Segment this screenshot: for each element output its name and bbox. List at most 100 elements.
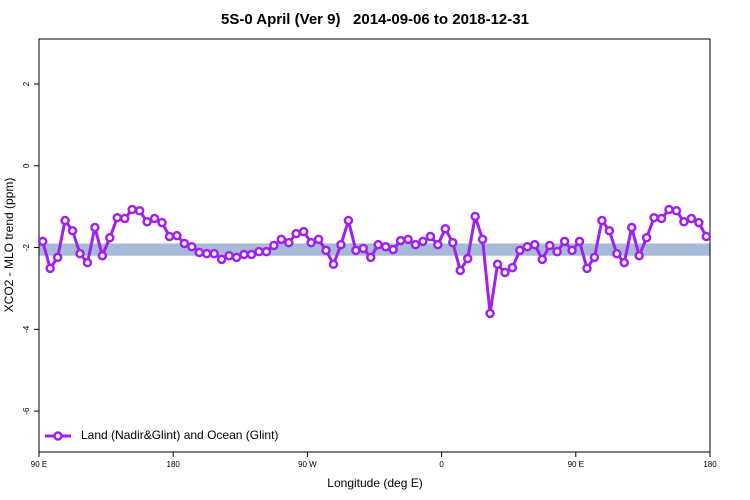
x-tick-label: 180 — [167, 460, 181, 469]
y-tick-label: -4 — [22, 325, 31, 333]
data-point — [194, 247, 205, 258]
data-point — [462, 253, 473, 264]
data-point — [134, 205, 145, 216]
data-point — [149, 213, 160, 224]
data-point — [477, 234, 488, 245]
data-point — [373, 239, 383, 250]
data-point — [679, 217, 689, 227]
data-point — [37, 236, 48, 247]
data-point — [612, 248, 622, 259]
data-point — [433, 239, 443, 250]
data-point — [671, 205, 682, 216]
data-point — [589, 252, 600, 263]
data-point — [500, 267, 510, 278]
data-point — [418, 236, 428, 247]
data-point — [388, 244, 398, 255]
data-point — [492, 259, 503, 270]
data-point — [209, 248, 219, 259]
chart-title: 5S-0 April (Ver 9) 2014-09-06 to 2018-12… — [221, 11, 529, 28]
data-point — [328, 259, 339, 270]
data-point — [284, 237, 294, 248]
data-point — [90, 222, 100, 233]
data-point — [604, 226, 615, 236]
data-point — [127, 204, 137, 215]
data-point — [321, 245, 331, 256]
data-point — [537, 254, 547, 265]
data-point — [239, 249, 249, 260]
y-tick-label: 2 — [22, 81, 31, 86]
data-point — [656, 213, 667, 224]
x-axis-label: Longitude (deg E) — [327, 476, 422, 490]
data-point — [701, 231, 712, 242]
data-point — [582, 263, 592, 274]
legend-marker — [53, 431, 63, 441]
data-point — [649, 212, 659, 223]
x-tick-label: 90 W — [298, 460, 317, 469]
y-axis-label: XCO2 - MLO trend (ppm) — [2, 178, 16, 313]
data-point — [694, 217, 704, 228]
data-point — [75, 248, 85, 259]
data-point — [455, 265, 465, 276]
data-point — [619, 257, 630, 268]
data-point — [142, 217, 152, 227]
data-point — [224, 250, 234, 261]
data-point — [313, 234, 324, 245]
x-tick-label: 90 E — [31, 460, 47, 469]
data-point — [544, 240, 555, 251]
data-point — [440, 223, 451, 234]
legend-label: Land (Nadir&Glint) and Ocean (Glint) — [81, 428, 278, 442]
data-point — [276, 234, 287, 245]
data-point — [105, 232, 115, 243]
data-point — [52, 252, 63, 263]
plot-frame — [38, 38, 711, 453]
data-point — [641, 232, 652, 243]
data-point — [410, 239, 421, 250]
data-point — [306, 237, 316, 248]
data-point — [336, 239, 346, 250]
data-point — [254, 246, 264, 257]
data-point — [60, 215, 70, 226]
data-point — [45, 263, 55, 274]
data-point — [522, 241, 533, 252]
data-point — [112, 212, 123, 223]
y-tick-label: -6 — [22, 407, 31, 415]
data-point — [298, 226, 309, 237]
data-point — [395, 235, 406, 246]
data-point — [179, 238, 190, 249]
series-line — [41, 207, 708, 314]
data-point — [425, 231, 436, 242]
data-point — [366, 252, 376, 263]
data-point — [216, 254, 227, 265]
data-point — [403, 234, 413, 245]
data-point — [485, 308, 495, 319]
data-point — [269, 240, 279, 251]
data-point — [246, 249, 257, 260]
x-tick-label: 90 E — [568, 460, 584, 469]
data-point — [343, 215, 354, 226]
data-point — [164, 231, 175, 242]
data-point — [351, 245, 361, 256]
data-point — [597, 215, 607, 226]
data-point — [231, 252, 242, 263]
data-point — [552, 246, 562, 257]
data-point — [358, 243, 369, 254]
data-point — [634, 250, 644, 261]
data-point — [187, 241, 197, 252]
data-point — [67, 226, 78, 236]
data-point — [119, 213, 130, 224]
data-point — [626, 222, 637, 233]
data-point — [202, 248, 212, 259]
data-point — [567, 245, 577, 256]
data-point — [664, 204, 674, 215]
data-point — [507, 262, 518, 273]
data-point — [82, 257, 93, 268]
y-tick-label: 0 — [22, 163, 31, 168]
data-point — [261, 246, 272, 257]
data-point — [380, 241, 391, 252]
data-point — [291, 228, 301, 239]
y-tick-label: -2 — [22, 243, 31, 251]
x-tick-label: 180 — [703, 460, 717, 469]
data-point — [448, 237, 458, 248]
